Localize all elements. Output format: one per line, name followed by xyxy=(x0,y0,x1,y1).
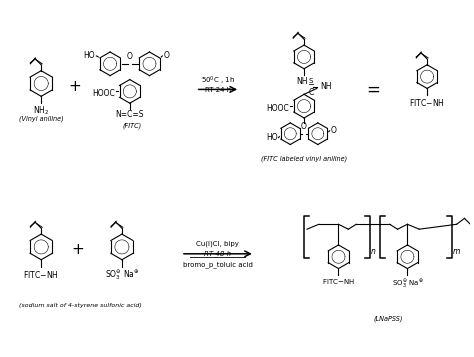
Text: RT 48 h: RT 48 h xyxy=(204,251,231,257)
Text: HOOC: HOOC xyxy=(92,89,115,98)
Text: C: C xyxy=(308,89,314,97)
Text: +: + xyxy=(68,79,81,94)
Text: 50$^0$C , 1h: 50$^0$C , 1h xyxy=(201,74,235,87)
Text: bromo_p_toluic acid: bromo_p_toluic acid xyxy=(183,262,253,268)
Text: O: O xyxy=(127,52,133,61)
Text: FITC$-$NH: FITC$-$NH xyxy=(322,277,355,286)
Text: O: O xyxy=(301,122,307,131)
Text: (sodium salt of 4-styrene sulfonic acid): (sodium salt of 4-styrene sulfonic acid) xyxy=(19,303,142,308)
Text: O: O xyxy=(331,126,337,135)
Text: =: = xyxy=(366,80,380,99)
Text: Cu(I)Cl, bipy: Cu(I)Cl, bipy xyxy=(196,241,239,247)
Text: HOOC: HOOC xyxy=(266,104,289,112)
Text: N=C=S: N=C=S xyxy=(116,110,144,119)
Text: FITC$-$NH: FITC$-$NH xyxy=(410,97,445,108)
Text: (LNaPSS): (LNaPSS) xyxy=(373,316,402,322)
Text: NH$_2$: NH$_2$ xyxy=(33,104,49,117)
Text: NH: NH xyxy=(296,77,308,86)
Text: NH: NH xyxy=(320,82,331,91)
Text: (FITC): (FITC) xyxy=(122,123,141,129)
Text: (FITC labeled vinyl aniline): (FITC labeled vinyl aniline) xyxy=(261,155,347,162)
Text: m: m xyxy=(453,247,460,256)
Text: HO: HO xyxy=(266,133,277,142)
Text: (Vinyl aniline): (Vinyl aniline) xyxy=(19,116,64,122)
Text: FITC$-$NH: FITC$-$NH xyxy=(24,268,59,280)
Text: HO: HO xyxy=(84,51,95,60)
Text: n: n xyxy=(371,247,376,256)
Text: SO$_3^{\ominus}$ Na$^{\oplus}$: SO$_3^{\ominus}$ Na$^{\oplus}$ xyxy=(392,277,423,290)
Text: S: S xyxy=(309,77,313,84)
Text: RT 24 h: RT 24 h xyxy=(205,87,231,94)
Text: O: O xyxy=(163,51,169,60)
Text: +: + xyxy=(71,242,84,257)
Text: SO$_3^{\ominus}$ Na$^{\oplus}$: SO$_3^{\ominus}$ Na$^{\oplus}$ xyxy=(105,268,139,282)
